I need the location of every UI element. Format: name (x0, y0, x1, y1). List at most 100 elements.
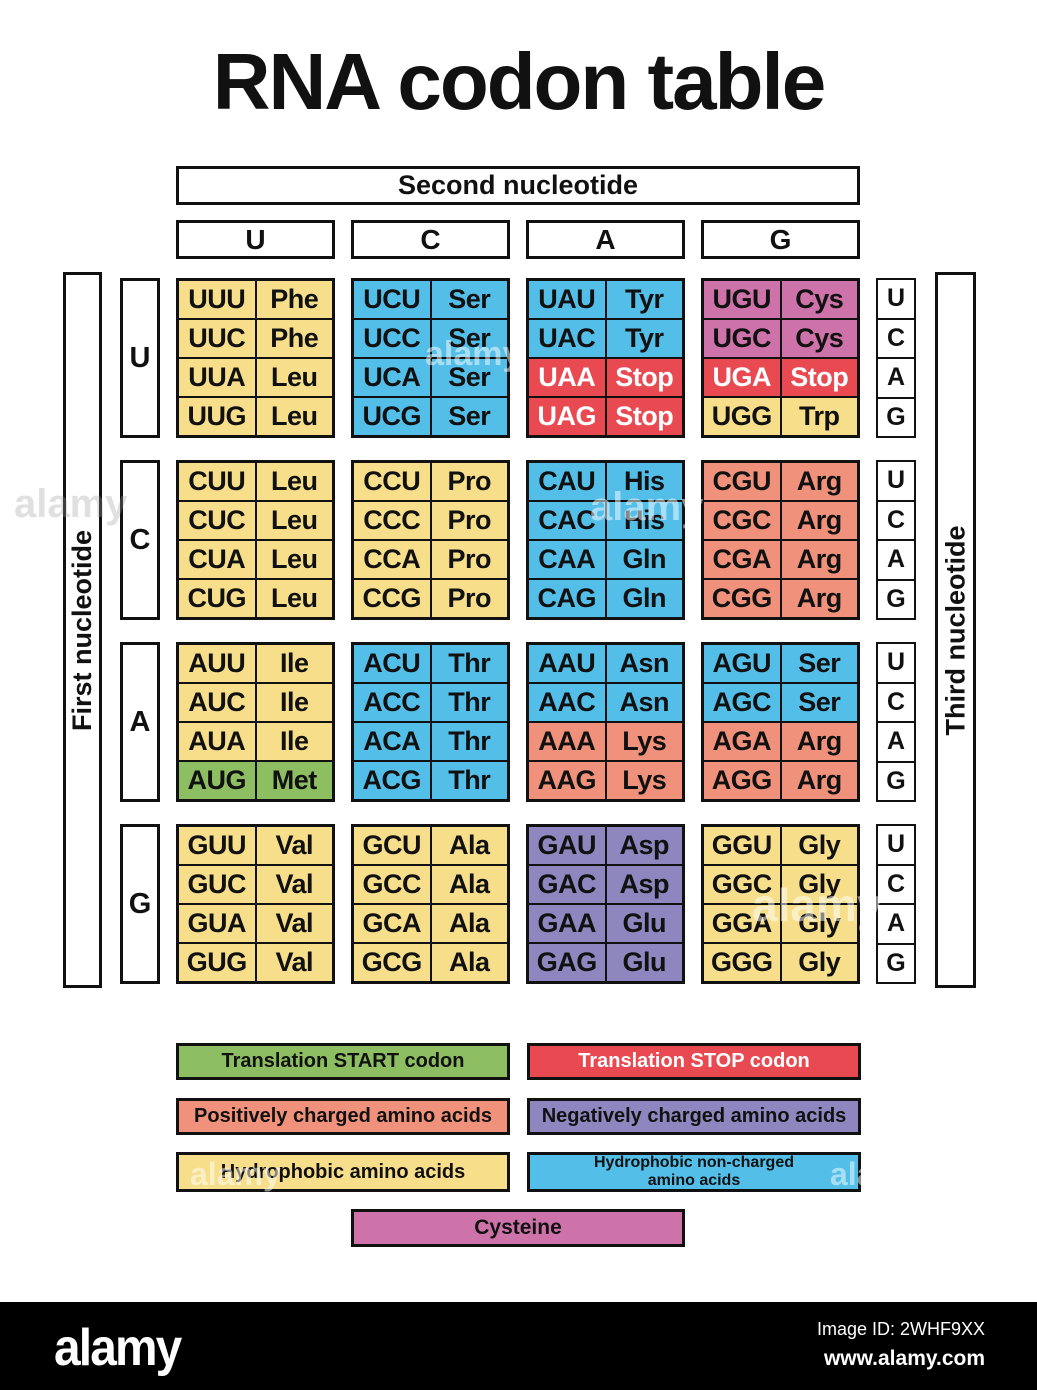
codon-cell: UCC (354, 320, 430, 357)
codon-cell: CAC (529, 502, 605, 539)
third-letter-cell: A (878, 541, 914, 579)
column-header-U: U (176, 220, 335, 259)
codon-cell: CUU (179, 463, 255, 500)
codon-cell: UUG (179, 398, 255, 435)
codon-cell: UCU (354, 281, 430, 318)
legend-hydrophobic-noncharged-label: Hydrophobic non-charged amino acids (594, 1153, 794, 1189)
amino-acid-cell: His (606, 463, 682, 500)
amino-acid-cell: Pro (431, 580, 507, 617)
amino-acid-cell: Ala (431, 905, 507, 942)
amino-acid-cell: Ser (431, 359, 507, 396)
legend-hydrophobic-noncharged-amino-acids: Hydrophobic non-charged amino acids (527, 1152, 861, 1192)
image-id-text: Image ID: 2WHF9XX (816, 1319, 985, 1339)
amino-acid-cell: Gln (606, 580, 682, 617)
codon-cell: CAG (529, 580, 605, 617)
legend-stop-label: Translation STOP codon (578, 1050, 810, 1072)
codon-cell: AAU (529, 645, 605, 682)
amino-acid-cell: Lys (606, 762, 682, 799)
codon-cell: UAU (529, 281, 605, 318)
row-group-label: A (120, 642, 160, 802)
amino-acid-cell: His (606, 502, 682, 539)
codon-cell: AUC (179, 684, 255, 721)
codon-cell: GUC (179, 866, 255, 903)
codon-cell: UAA (529, 359, 605, 396)
codon-cell: AUA (179, 723, 255, 760)
codon-cell: CGA (704, 541, 780, 578)
legend-positive-amino-acids: Positively charged amino acids (176, 1098, 510, 1135)
third-letter-cell: U (878, 644, 914, 682)
codon-block: UGU Cys UGC Cys UGA Stop UGG Trp (701, 278, 860, 438)
codon-cell: CAU (529, 463, 605, 500)
codon-cell: GCA (354, 905, 430, 942)
row-group-label: C (120, 460, 160, 620)
amino-acid-cell: Pro (431, 502, 507, 539)
amino-acid-cell: Ser (431, 281, 507, 318)
amino-acid-cell: Glu (606, 905, 682, 942)
codon-cell: CUC (179, 502, 255, 539)
amino-acid-cell: Thr (431, 762, 507, 799)
codon-cell: CCA (354, 541, 430, 578)
codon-cell: GAA (529, 905, 605, 942)
third-letter-cell: U (878, 462, 914, 500)
codon-cell: GCC (354, 866, 430, 903)
amino-acid-cell: Arg (781, 463, 857, 500)
codon-block: AGU Ser AGC Ser AGA Arg AGG Arg (701, 642, 860, 802)
codon-block: AUU Ile AUC Ile AUA Ile AUG Met (176, 642, 335, 802)
third-letter-cell: G (878, 762, 914, 800)
amino-acid-cell: Leu (256, 541, 332, 578)
legend-start-label: Translation START codon (221, 1050, 465, 1072)
column-header-C: C (351, 220, 510, 259)
amino-acid-cell: Met (256, 762, 332, 799)
amino-acid-cell: Pro (431, 463, 507, 500)
amino-acid-cell: Ser (781, 684, 857, 721)
alamy-logo: alamy (54, 1319, 182, 1377)
amino-acid-cell: Arg (781, 541, 857, 578)
amino-acid-cell: Tyr (606, 281, 682, 318)
amino-acid-cell: Ser (431, 398, 507, 435)
amino-acid-cell: Ala (431, 827, 507, 864)
codon-cell: UCA (354, 359, 430, 396)
amino-acid-cell: Phe (256, 281, 332, 318)
row-group-label: U (120, 278, 160, 438)
codon-cell: AGA (704, 723, 780, 760)
codon-cell: AUG (179, 762, 255, 799)
amino-acid-cell: Tyr (606, 320, 682, 357)
third-letter-cell: G (878, 580, 914, 618)
third-nucleotide-header: Third nucleotide (935, 272, 976, 988)
codon-cell: GCG (354, 944, 430, 981)
codon-cell: CGC (704, 502, 780, 539)
amino-acid-cell: Thr (431, 645, 507, 682)
codon-cell: CGG (704, 580, 780, 617)
codon-block: GGU Gly GGC Gly GGA Gly GGG Gly (701, 824, 860, 984)
codon-cell: CGU (704, 463, 780, 500)
legend-positive-label: Positively charged amino acids (194, 1105, 492, 1127)
amino-acid-cell: Val (256, 905, 332, 942)
codon-cell: AAC (529, 684, 605, 721)
codon-cell: ACC (354, 684, 430, 721)
amino-acid-cell: Phe (256, 320, 332, 357)
codon-block: UCU Ser UCC Ser UCA Ser UCG Ser (351, 278, 510, 438)
codon-cell: GUU (179, 827, 255, 864)
codon-block: CCU Pro CCC Pro CCA Pro CCG Pro (351, 460, 510, 620)
codon-cell: AUU (179, 645, 255, 682)
amino-acid-cell: Asn (606, 684, 682, 721)
legend-negative-label: Negatively charged amino acids (541, 1105, 847, 1127)
codon-cell: UCG (354, 398, 430, 435)
legend-negative-amino-acids: Negatively charged amino acids (527, 1098, 861, 1135)
legend-hydrophobic-amino-acids: Hydrophobic amino acids (176, 1152, 510, 1192)
third-letter-cell: U (878, 826, 914, 864)
codon-cell: CCU (354, 463, 430, 500)
amino-acid-cell: Stop (781, 359, 857, 396)
third-letter-cell: C (878, 501, 914, 539)
codon-block: UUU Phe UUC Phe UUA Leu UUG Leu (176, 278, 335, 438)
codon-cell: AAG (529, 762, 605, 799)
codon-cell: GAC (529, 866, 605, 903)
codon-block: CGU Arg CGC Arg CGA Arg CGG Arg (701, 460, 860, 620)
amino-acid-cell: Stop (606, 359, 682, 396)
amino-acid-cell: Leu (256, 359, 332, 396)
amino-acid-cell: Val (256, 944, 332, 981)
codon-cell: GAU (529, 827, 605, 864)
codon-cell: UUC (179, 320, 255, 357)
